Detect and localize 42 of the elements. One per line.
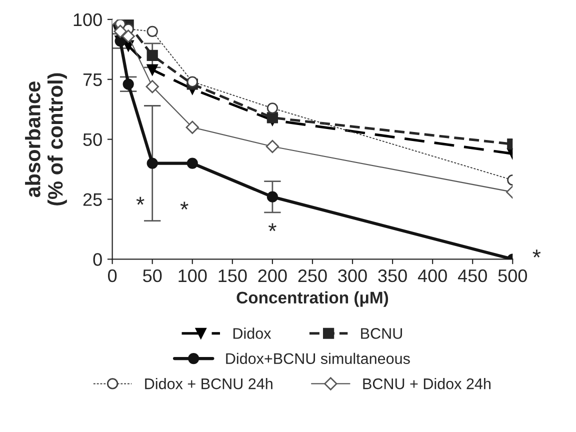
x-tick-label: 0 <box>108 269 117 282</box>
point <box>122 30 135 43</box>
y-axis-title: absorbance (% of control) <box>25 73 67 206</box>
x-tick-label: 50 <box>143 269 162 282</box>
x-axis-title: Concentration (μM) <box>236 291 388 307</box>
x-tick-label: 300 <box>338 269 367 282</box>
point <box>146 80 159 94</box>
x-tick-label: 350 <box>378 269 407 282</box>
legend-label: Didox + BCNU 24h <box>145 378 272 390</box>
point <box>266 102 278 114</box>
x-tick-label: 250 <box>298 269 327 282</box>
point <box>266 112 278 124</box>
point <box>122 78 134 90</box>
point <box>146 50 158 61</box>
point <box>186 76 198 88</box>
y-tick-label: 50 <box>83 133 102 146</box>
legend-label: BCNU + Didox 24h <box>363 378 490 390</box>
x-tick-label: 400 <box>418 269 447 282</box>
x-tick-label: 150 <box>218 269 247 282</box>
legend-label: Didox <box>233 328 272 339</box>
y-tick-label: 100 <box>74 13 102 26</box>
y-tick-label: 0 <box>93 253 102 266</box>
x-tick-label: 500 <box>498 269 527 282</box>
text: * <box>532 250 541 258</box>
y-tick-label: 75 <box>83 74 102 86</box>
point <box>114 24 127 38</box>
annotation: * <box>180 202 188 210</box>
legend-label: Didox+BCNU simultaneous <box>226 352 410 364</box>
annotation: * <box>136 196 144 205</box>
point <box>266 140 280 154</box>
legend-label: BCNU <box>361 328 402 339</box>
x-tick-label: 450 <box>458 269 487 282</box>
point <box>146 64 158 76</box>
x-tick-label: 200 <box>258 269 287 282</box>
point <box>186 120 199 134</box>
point <box>186 158 198 169</box>
x-tick-label: 100 <box>178 269 207 282</box>
point <box>146 26 158 37</box>
point <box>266 191 278 202</box>
point <box>146 158 158 169</box>
y-tick-label: 25 <box>83 193 102 206</box>
annotation: * <box>268 223 276 232</box>
